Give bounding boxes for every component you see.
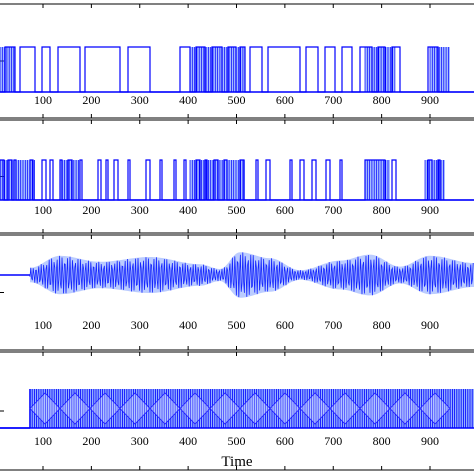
x-tick-label: 800 (373, 318, 391, 332)
x-tick-label: 300 (131, 203, 149, 217)
diamond-segment (419, 392, 451, 425)
x-tick-label: 600 (276, 93, 294, 107)
dense-switching-region (60, 160, 80, 200)
x-tick-label: 700 (324, 203, 342, 217)
subplot-4: 100 200 300 400 500 600 700 800 900 (0, 351, 474, 471)
x-tick-label: 400 (179, 203, 197, 217)
dense-switching-region (430, 47, 450, 92)
dense-switching-region (365, 160, 390, 200)
x-tick-label: 200 (82, 203, 100, 217)
x-tick-label: 200 (82, 318, 100, 332)
x-tick-label: 500 (228, 203, 246, 217)
x-tick-label: 400 (179, 318, 197, 332)
x-tick-label: 300 (131, 318, 149, 332)
x-tick-label: 700 (324, 318, 342, 332)
x-tick-label: 500 (228, 93, 246, 107)
x-tick-label: 400 (179, 434, 197, 448)
subplot-stack: 1002003004005006007008009001100200300400… (0, 3, 474, 471)
x-tick-label: 800 (373, 203, 391, 217)
x-tick-label: 800 (373, 434, 391, 448)
x-tick-label: 100 (34, 318, 52, 332)
x-tick-label: 600 (276, 318, 294, 332)
x-tick-label: 700 (324, 434, 342, 448)
x-tick-label: 600 (276, 434, 294, 448)
x-tick-label: 100 (34, 93, 52, 107)
x-tick-label: 100 (34, 434, 52, 448)
x-tick-label: 400 (179, 93, 197, 107)
x-tick-label: 100 (34, 203, 52, 217)
x-tick-label: 800 (373, 93, 391, 107)
x-tick-label: 300 (131, 434, 149, 448)
x-tick-label: 900 (421, 318, 439, 332)
x-tick-label: 900 (421, 93, 439, 107)
x-axis-title: Time (221, 454, 252, 470)
oscillation-envelope (30, 252, 474, 298)
x-tick-label: 200 (82, 93, 100, 107)
x-tick-label: 900 (421, 434, 439, 448)
x-tick-label: 700 (324, 93, 342, 107)
x-tick-label: 300 (131, 93, 149, 107)
oscillation-series (29, 252, 474, 298)
x-tick-label: 600 (276, 203, 294, 217)
dense-switching-region (0, 160, 35, 200)
x-tick-label: 900 (421, 203, 439, 217)
x-tick-label: 500 (228, 318, 246, 332)
x-tick-label: 500 (228, 434, 246, 448)
pulse-series (0, 159, 474, 201)
x-tick-label: 200 (82, 434, 100, 448)
